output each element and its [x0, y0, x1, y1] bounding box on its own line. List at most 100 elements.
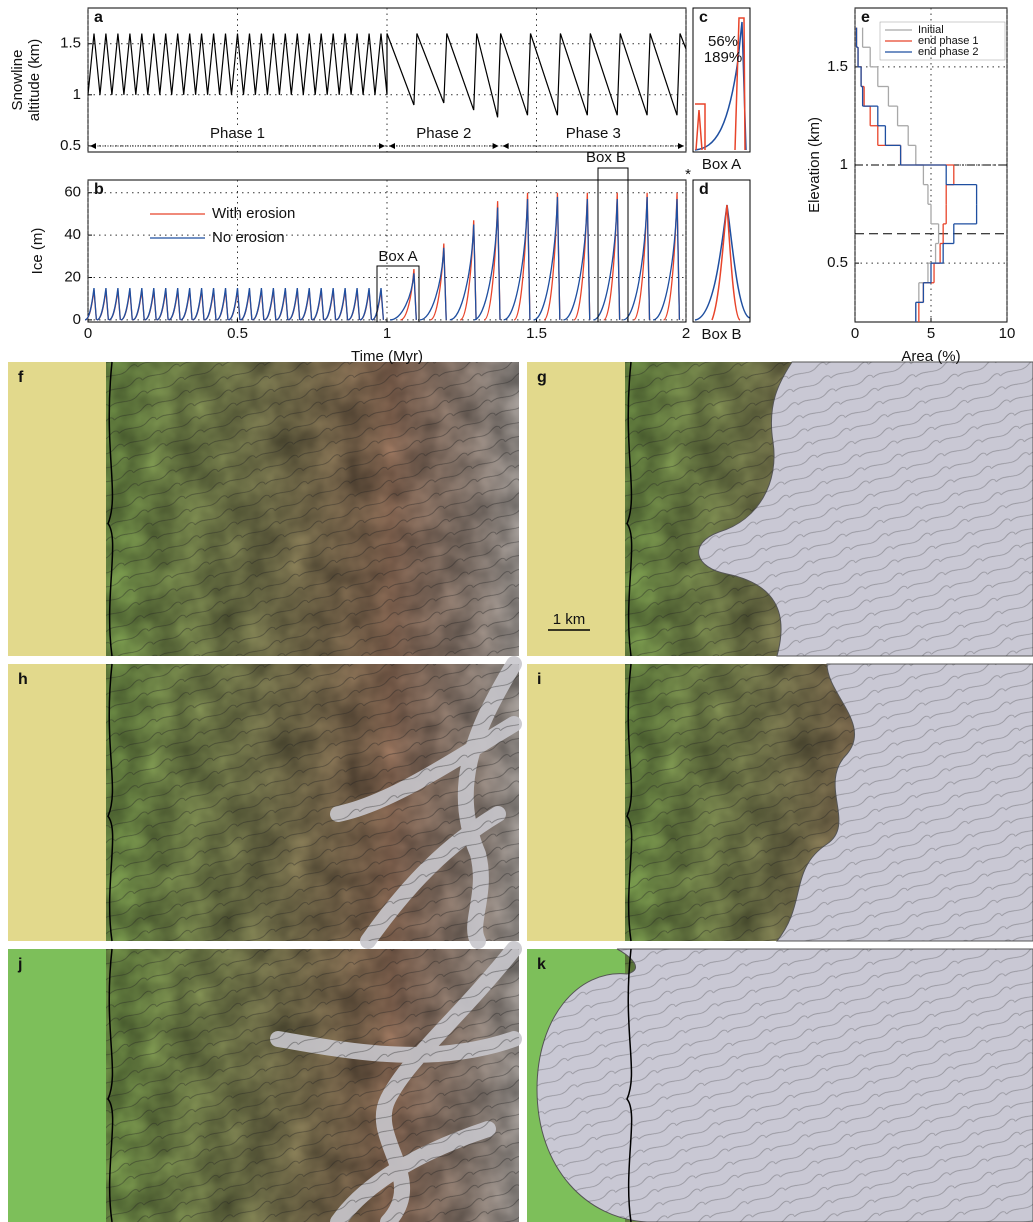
ice-spike — [359, 288, 373, 321]
inset-annotation: 56% — [708, 33, 738, 50]
ice-spike — [652, 199, 681, 321]
inset-curve — [694, 204, 751, 321]
ice-spike — [389, 273, 417, 321]
coast-strip — [527, 664, 625, 941]
y-tick-label: 1.5 — [827, 58, 848, 75]
coastline — [107, 948, 114, 1222]
y-axis-label: Elevation (km) — [806, 117, 823, 213]
ice-spike — [252, 288, 265, 321]
legend-label: Initial — [918, 24, 944, 36]
ice-spike — [240, 288, 253, 321]
contours — [106, 362, 519, 656]
panel-label: b — [94, 181, 104, 198]
y-axis-label: altitude (km) — [26, 39, 43, 122]
box-outline — [376, 265, 420, 323]
y-tick-label: 0.5 — [827, 254, 848, 271]
box-label: Box A — [378, 248, 417, 265]
y-axis-label: Ice (m) — [29, 228, 46, 275]
ice-spike — [335, 288, 349, 321]
panel-label: k — [537, 956, 546, 973]
ice-spike — [108, 288, 121, 321]
x-tick-label: 5 — [927, 325, 935, 342]
map-panel: g — [527, 361, 1033, 657]
phase-label-bg — [409, 125, 478, 141]
y-tick-label: 0.5 — [60, 137, 81, 154]
box-outline — [597, 167, 629, 323]
y-axis-label: Snowline — [9, 50, 26, 111]
x-tick-label: 0 — [84, 325, 92, 342]
ice-spike — [276, 288, 289, 321]
phase-label: Phase 3 — [566, 125, 621, 142]
maps: f g h i j k 1 km — [8, 361, 1033, 1222]
y-tick-label: 1 — [840, 156, 848, 173]
ice-contours — [698, 362, 1033, 656]
ice-spike — [132, 288, 145, 321]
phase-label: Phase 2 — [416, 125, 471, 142]
legend-label: No erosion — [212, 229, 285, 246]
legend-label: end phase 1 — [918, 35, 979, 47]
coast-strip — [527, 362, 625, 656]
scale-bar-label: 1 km — [553, 611, 586, 628]
panel-label: g — [537, 369, 547, 386]
ice-spike — [371, 288, 385, 321]
inset-label: Box A — [702, 156, 741, 173]
legend-frame — [879, 21, 1006, 61]
contours — [106, 664, 519, 941]
x-tick-label: 1.5 — [526, 325, 547, 342]
y-tick-label: 60 — [64, 184, 81, 201]
ice-spike — [347, 288, 361, 321]
x-axis-label: Area (%) — [901, 348, 960, 365]
coastline — [626, 948, 633, 1222]
y-tick-label: 40 — [64, 226, 81, 243]
y-tick-label: 0 — [73, 311, 81, 328]
ice-spike — [593, 199, 621, 321]
ice-spike — [180, 288, 193, 321]
plot-frame — [692, 7, 751, 153]
panel-label: j — [17, 956, 22, 973]
coast-strip — [8, 664, 106, 941]
ice-spike — [264, 288, 277, 321]
map-panel: i — [527, 663, 1033, 942]
ice-spike — [622, 196, 651, 321]
inset-annotation: 189% — [704, 49, 742, 66]
panel-label: f — [18, 369, 24, 386]
map-panel: h — [8, 656, 522, 949]
coastline — [107, 361, 114, 657]
ice-spike — [192, 288, 205, 321]
ice-spike — [204, 288, 217, 321]
x-axis-label: Time (Myr) — [351, 348, 423, 365]
panel-label: c — [699, 9, 708, 26]
ice-spike — [563, 199, 591, 321]
coast-strip — [8, 949, 106, 1222]
plot-frame — [692, 179, 751, 323]
y-tick-label: 1.5 — [60, 35, 81, 52]
coastline — [107, 663, 114, 942]
panel-label: d — [699, 181, 709, 198]
inset-curve — [711, 204, 741, 321]
x-tick-label: 0.5 — [227, 325, 248, 342]
contours — [106, 949, 519, 1222]
ice-contours — [537, 949, 1033, 1222]
panel-label: h — [18, 671, 28, 688]
map-panel: k — [527, 948, 1033, 1222]
x-tick-label: 1 — [383, 325, 391, 342]
star: * — [685, 166, 691, 183]
ice-spike — [503, 199, 531, 321]
inset-d-curves — [694, 204, 751, 321]
map-panel: j — [8, 941, 522, 1222]
inset-curve — [695, 17, 746, 151]
y-tick-label: 1 — [73, 86, 81, 103]
ice-spike — [228, 288, 241, 321]
ice-spike — [84, 288, 98, 321]
coast-strip — [8, 362, 106, 656]
legend-label: end phase 2 — [918, 46, 979, 58]
phase-label-bg — [559, 125, 628, 141]
x-tick-label: 10 — [999, 325, 1016, 342]
panel-label: e — [861, 9, 870, 26]
legend-label: With erosion — [212, 205, 295, 222]
y-tick-label: 20 — [64, 268, 81, 285]
ice-spike — [533, 196, 561, 321]
ice-spike — [400, 268, 417, 321]
x-tick-label: 0 — [851, 325, 859, 342]
